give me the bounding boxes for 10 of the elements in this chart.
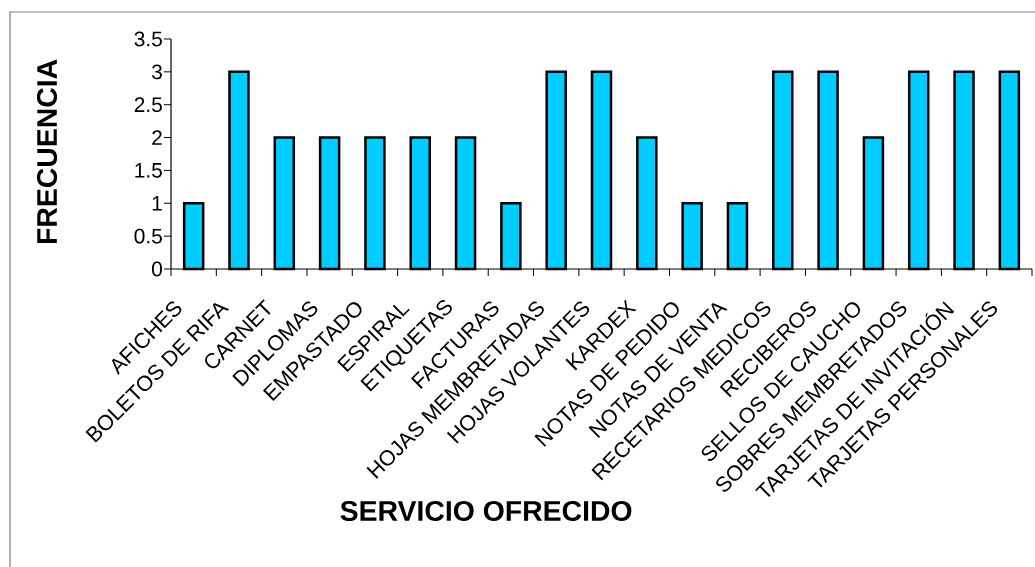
y-tick-label: 0 [151,261,162,277]
y-tick-label: 0.5 [134,228,162,244]
y-tick-label: 1 [152,196,162,211]
x-axis-title: SERVICIO OFRECIDO [340,500,632,521]
y-tick-label: 1.5 [135,163,162,178]
y-tick-label: 3.5 [134,31,162,47]
y-axis-title: FRECUENCIA [36,59,58,244]
y-tick-label: 2 [152,130,162,145]
y-tick-label: 2.5 [134,97,162,113]
y-tick-label: 3 [151,64,162,80]
